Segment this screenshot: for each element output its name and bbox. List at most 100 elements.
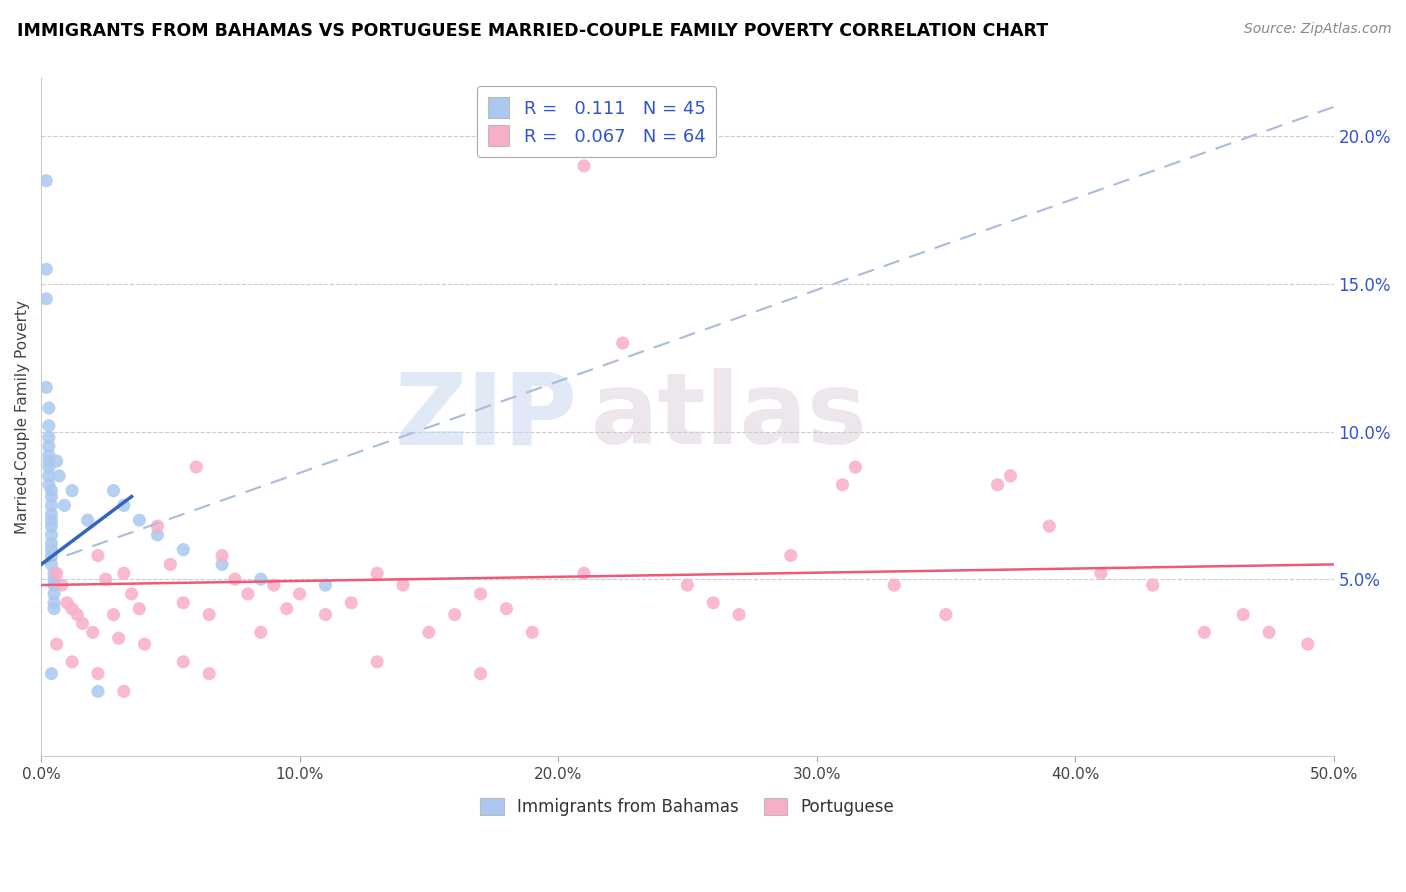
Point: [1296, 637, 1319, 651]
Point: [112, 566, 135, 581]
Point: [211, 549, 233, 563]
Point: [1258, 625, 1281, 640]
Text: atlas: atlas: [591, 368, 868, 466]
Point: [443, 607, 465, 622]
Point: [42, 601, 65, 615]
Point: [314, 607, 336, 622]
Point: [42, 566, 65, 581]
Point: [522, 625, 544, 640]
Point: [87, 666, 110, 681]
Point: [844, 460, 866, 475]
Point: [38, 454, 60, 468]
Point: [41, 549, 63, 563]
Point: [60, 483, 83, 498]
Point: [41, 528, 63, 542]
Point: [314, 578, 336, 592]
Point: [38, 430, 60, 444]
Point: [186, 460, 208, 475]
Legend: Immigrants from Bahamas, Portuguese: Immigrants from Bahamas, Portuguese: [474, 791, 901, 822]
Point: [276, 601, 298, 615]
Point: [340, 596, 363, 610]
Point: [94, 572, 117, 586]
Text: IMMIGRANTS FROM BAHAMAS VS PORTUGUESE MARRIED-COUPLE FAMILY POVERTY CORRELATION : IMMIGRANTS FROM BAHAMAS VS PORTUGUESE MA…: [17, 22, 1047, 40]
Point: [107, 631, 129, 645]
Point: [250, 572, 273, 586]
Point: [56, 596, 79, 610]
Point: [470, 666, 492, 681]
Point: [224, 572, 246, 586]
Point: [38, 448, 60, 462]
Point: [45, 454, 67, 468]
Point: [987, 477, 1010, 491]
Point: [41, 537, 63, 551]
Point: [87, 549, 110, 563]
Point: [38, 439, 60, 453]
Point: [366, 566, 388, 581]
Point: [146, 528, 169, 542]
Point: [702, 596, 724, 610]
Point: [38, 477, 60, 491]
Point: [41, 519, 63, 533]
Point: [128, 601, 150, 615]
Text: Source: ZipAtlas.com: Source: ZipAtlas.com: [1244, 22, 1392, 37]
Point: [51, 578, 73, 592]
Point: [779, 549, 801, 563]
Point: [76, 513, 98, 527]
Point: [935, 607, 957, 622]
Point: [172, 542, 194, 557]
Point: [41, 483, 63, 498]
Point: [1038, 519, 1060, 533]
Point: [35, 262, 58, 277]
Point: [103, 483, 125, 498]
Y-axis label: Married-Couple Family Poverty: Married-Couple Family Poverty: [15, 300, 30, 533]
Point: [87, 684, 110, 698]
Point: [146, 519, 169, 533]
Point: [42, 596, 65, 610]
Point: [172, 655, 194, 669]
Point: [250, 625, 273, 640]
Point: [41, 558, 63, 572]
Point: [72, 616, 94, 631]
Point: [41, 513, 63, 527]
Point: [418, 625, 440, 640]
Point: [38, 401, 60, 415]
Point: [1090, 566, 1112, 581]
Point: [48, 468, 70, 483]
Point: [38, 460, 60, 475]
Point: [1194, 625, 1216, 640]
Point: [35, 380, 58, 394]
Point: [60, 655, 83, 669]
Point: [41, 508, 63, 522]
Point: [134, 637, 156, 651]
Point: [45, 566, 67, 581]
Point: [121, 587, 143, 601]
Point: [392, 578, 415, 592]
Point: [572, 566, 595, 581]
Point: [236, 587, 259, 601]
Point: [38, 468, 60, 483]
Point: [42, 572, 65, 586]
Point: [60, 601, 83, 615]
Point: [42, 587, 65, 601]
Point: [1232, 607, 1254, 622]
Point: [41, 490, 63, 504]
Text: ZIP: ZIP: [395, 368, 578, 466]
Point: [495, 601, 517, 615]
Point: [35, 174, 58, 188]
Point: [41, 666, 63, 681]
Point: [53, 499, 76, 513]
Point: [38, 418, 60, 433]
Point: [112, 499, 135, 513]
Point: [1000, 468, 1022, 483]
Point: [66, 607, 89, 622]
Point: [128, 513, 150, 527]
Point: [676, 578, 699, 592]
Point: [172, 596, 194, 610]
Point: [198, 607, 221, 622]
Point: [263, 578, 285, 592]
Point: [41, 499, 63, 513]
Point: [35, 292, 58, 306]
Point: [198, 666, 221, 681]
Point: [103, 607, 125, 622]
Point: [728, 607, 751, 622]
